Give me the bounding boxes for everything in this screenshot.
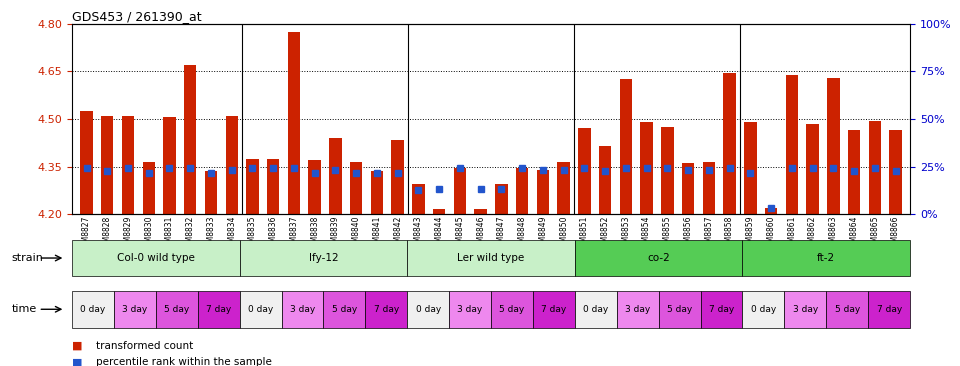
Bar: [226, 116, 238, 214]
Text: 3 day: 3 day: [625, 305, 650, 314]
Bar: [122, 116, 134, 214]
Text: Ler wild type: Ler wild type: [457, 253, 525, 263]
Text: percentile rank within the sample: percentile rank within the sample: [96, 357, 272, 366]
Bar: [412, 184, 424, 214]
Bar: [329, 138, 342, 214]
Text: ft-2: ft-2: [817, 253, 835, 263]
Bar: [350, 162, 363, 214]
Bar: [516, 168, 528, 214]
Text: co-2: co-2: [647, 253, 670, 263]
Text: 7 day: 7 day: [876, 305, 901, 314]
Bar: [848, 130, 860, 214]
Bar: [537, 170, 549, 214]
Text: strain: strain: [12, 253, 43, 263]
Text: 5 day: 5 day: [164, 305, 189, 314]
Bar: [433, 209, 445, 214]
Text: 3 day: 3 day: [290, 305, 315, 314]
Bar: [889, 130, 901, 214]
Text: 0 day: 0 day: [416, 305, 441, 314]
Bar: [806, 124, 819, 214]
Bar: [454, 168, 467, 214]
Text: 5 day: 5 day: [332, 305, 357, 314]
Bar: [308, 160, 321, 214]
Bar: [578, 128, 590, 214]
Text: 7 day: 7 day: [541, 305, 566, 314]
Text: 0 day: 0 day: [248, 305, 274, 314]
Text: ■: ■: [72, 341, 83, 351]
Bar: [474, 209, 487, 214]
Bar: [81, 111, 93, 214]
Bar: [371, 171, 383, 214]
Text: 0 day: 0 day: [583, 305, 609, 314]
Bar: [184, 65, 197, 214]
Bar: [392, 139, 404, 214]
Text: 0 day: 0 day: [81, 305, 106, 314]
Bar: [744, 122, 756, 214]
Bar: [288, 32, 300, 214]
Text: 3 day: 3 day: [122, 305, 148, 314]
Bar: [599, 146, 612, 214]
Text: 3 day: 3 day: [458, 305, 483, 314]
Text: 7 day: 7 day: [373, 305, 399, 314]
Text: ■: ■: [72, 357, 83, 366]
Text: time: time: [12, 304, 36, 314]
Bar: [267, 158, 279, 214]
Bar: [619, 79, 632, 214]
Text: 7 day: 7 day: [708, 305, 734, 314]
Text: lfy-12: lfy-12: [308, 253, 338, 263]
Bar: [682, 163, 694, 214]
Text: 7 day: 7 day: [206, 305, 231, 314]
Bar: [724, 73, 735, 214]
Bar: [869, 120, 881, 214]
Bar: [163, 117, 176, 214]
Bar: [640, 122, 653, 214]
Text: GDS453 / 261390_at: GDS453 / 261390_at: [72, 10, 202, 23]
Text: transformed count: transformed count: [96, 341, 193, 351]
Bar: [765, 208, 778, 214]
Text: 3 day: 3 day: [793, 305, 818, 314]
Bar: [101, 116, 113, 214]
Bar: [703, 162, 715, 214]
Bar: [247, 158, 258, 214]
Text: 5 day: 5 day: [499, 305, 524, 314]
Text: Col-0 wild type: Col-0 wild type: [117, 253, 195, 263]
Bar: [785, 75, 798, 214]
Bar: [204, 171, 217, 214]
Bar: [495, 184, 508, 214]
Bar: [828, 78, 840, 214]
Bar: [558, 162, 570, 214]
Bar: [661, 127, 674, 214]
Text: 0 day: 0 day: [751, 305, 776, 314]
Text: 5 day: 5 day: [834, 305, 860, 314]
Bar: [142, 162, 155, 214]
Text: 5 day: 5 day: [667, 305, 692, 314]
